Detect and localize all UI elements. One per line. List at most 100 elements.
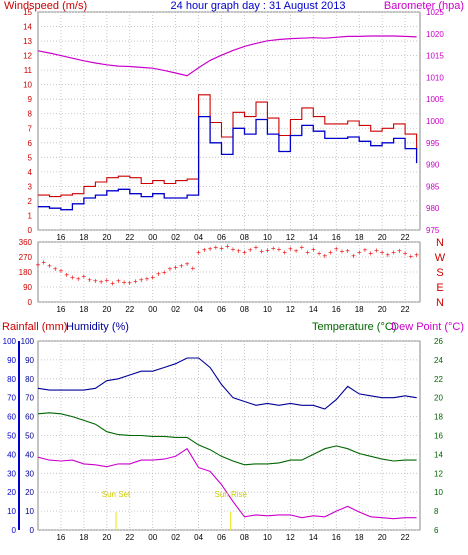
y-tick-label-humidity: 0: [30, 526, 35, 535]
y-tick-label-rainfall: 20: [7, 488, 16, 497]
wind-direction-point: +: [380, 248, 385, 257]
y-tick-label-humidity: 90: [25, 356, 34, 365]
y-tick-label-rainfall: 70: [7, 394, 16, 403]
x-tick-label: 00: [148, 533, 157, 542]
y-tick-label-temperature: 10: [434, 488, 443, 497]
x-tick-label: 22: [125, 305, 134, 314]
wind-direction-point: +: [288, 245, 293, 254]
x-tick-label: 02: [171, 533, 180, 542]
wind-direction-point: +: [145, 275, 150, 284]
barometer-axis-title: Barometer (hpa): [384, 0, 464, 12]
x-tick-label: 06: [217, 305, 226, 314]
y-tick-label-humidity: 60: [25, 413, 34, 422]
x-tick-label: 18: [355, 305, 364, 314]
x-tick-label: 00: [148, 305, 157, 314]
wind-direction-point: +: [391, 248, 396, 257]
x-tick-label: 18: [79, 533, 88, 542]
wind-direction-point: +: [368, 249, 373, 258]
wind-direction-point: +: [191, 264, 196, 273]
wind-direction-point: +: [150, 273, 155, 282]
x-tick-label: 20: [378, 305, 387, 314]
compass-label: S: [436, 267, 443, 279]
x-tick-label: 16: [56, 305, 65, 314]
wind-direction-point: +: [41, 258, 46, 267]
wind-direction-point: +: [334, 245, 339, 254]
wind-direction-point: +: [363, 246, 368, 255]
x-tick-labels: 16 18 20 22 00 02 04 06 08 10 12 14 16 18 20 22 16 18 20 22…: [56, 233, 410, 542]
y-tick-label-temperature: 20: [434, 394, 443, 403]
wind-direction-point: +: [282, 248, 287, 257]
chart-title: 24 hour graph day : 31 August 2013: [171, 0, 346, 12]
wind-direction-point: +: [254, 243, 259, 252]
wind-direction-point: +: [47, 262, 52, 271]
compass-label: N: [436, 297, 444, 309]
x-tick-label: 12: [286, 305, 295, 314]
wind-direction-point: +: [208, 245, 213, 254]
x-tick-label: 16: [332, 533, 341, 542]
wind-direction-point: +: [213, 243, 218, 252]
wind-direction-point: +: [202, 246, 207, 255]
y-tick-label-windspeed: 9: [28, 95, 33, 104]
wind-direction-point: +: [374, 246, 379, 255]
y-tick-label-humidity: 40: [25, 450, 34, 459]
wind-direction-point: +: [185, 260, 190, 269]
y-tick-label-windspeed: 12: [23, 52, 32, 61]
series-dewpoint-line: [37, 447, 417, 520]
y-tick-label-windspeed: 6: [28, 139, 33, 148]
y-tick-label-windspeed: 3: [28, 182, 33, 191]
wind-direction-point: +: [300, 243, 305, 252]
y-tick-label-windspeed: 11: [24, 66, 33, 75]
wind-direction-point: +: [82, 272, 87, 281]
x-tick-label: 02: [171, 233, 180, 242]
wind-direction-point: +: [294, 246, 299, 255]
series-temperature-line: [37, 412, 417, 466]
y-tick-label-temperature: 8: [434, 507, 439, 516]
wind-direction-point: +: [104, 276, 109, 285]
wind-direction-point: +: [99, 278, 104, 287]
y-tick-label-barometer: 1005: [426, 95, 444, 104]
x-tick-label: 22: [401, 305, 410, 314]
wind-direction-point: +: [242, 248, 247, 257]
wind-direction-point: +: [397, 246, 402, 255]
y-tick-label-temperature: 18: [434, 413, 443, 422]
wind-direction-point: +: [403, 249, 408, 258]
wind-direction-point: +: [36, 261, 41, 270]
y-tick-label-windspeed: 4: [28, 168, 33, 177]
wind-direction-point: +: [351, 251, 356, 260]
y-tick-label-direction: 270: [19, 253, 33, 262]
series-wind-gust-line: [38, 115, 418, 211]
series-humidity-line: [37, 357, 417, 410]
y-tick-label-temperature: 26: [434, 337, 443, 346]
y-tick-label-humidity: 20: [25, 488, 34, 497]
x-tick-label: 22: [401, 533, 410, 542]
wind-direction-point: +: [386, 251, 391, 260]
y-tick-label-barometer: 980: [426, 204, 440, 213]
x-tick-label: 10: [263, 233, 272, 242]
y-tick-label-temperature: 6: [434, 526, 439, 535]
y-tick-label-humidity: 50: [25, 432, 34, 441]
wind-direction-point: +: [122, 278, 127, 287]
y-tick-label-barometer: 1020: [426, 30, 444, 39]
y-tick-label-temperature: 12: [434, 469, 443, 478]
y-tick-label-barometer: 990: [426, 161, 440, 170]
wind-direction-point: +: [53, 265, 58, 274]
y-tick-label-windspeed: 1: [28, 211, 33, 220]
x-tick-label: 22: [125, 533, 134, 542]
wind-direction-point: +: [76, 275, 81, 284]
wind-direction-point: +: [259, 247, 264, 256]
y-tick-label-direction: 180: [19, 268, 33, 277]
x-tick-label: 06: [217, 233, 226, 242]
x-tick-label: 02: [171, 305, 180, 314]
wind-direction-point: +: [179, 261, 184, 270]
x-tick-label: 04: [194, 233, 203, 242]
y-tick-label-barometer: 985: [426, 182, 440, 191]
wind-direction-point: +: [317, 249, 322, 258]
y-tick-label-rainfall: 80: [7, 375, 16, 384]
x-tick-label: 04: [194, 533, 203, 542]
wind-direction-point: +: [345, 246, 350, 255]
y-tick-label-direction: 0: [28, 298, 33, 307]
x-tick-label: 10: [263, 305, 272, 314]
wind-direction-point: +: [305, 248, 310, 257]
x-tick-label: 18: [79, 233, 88, 242]
x-tick-label: 20: [102, 305, 111, 314]
